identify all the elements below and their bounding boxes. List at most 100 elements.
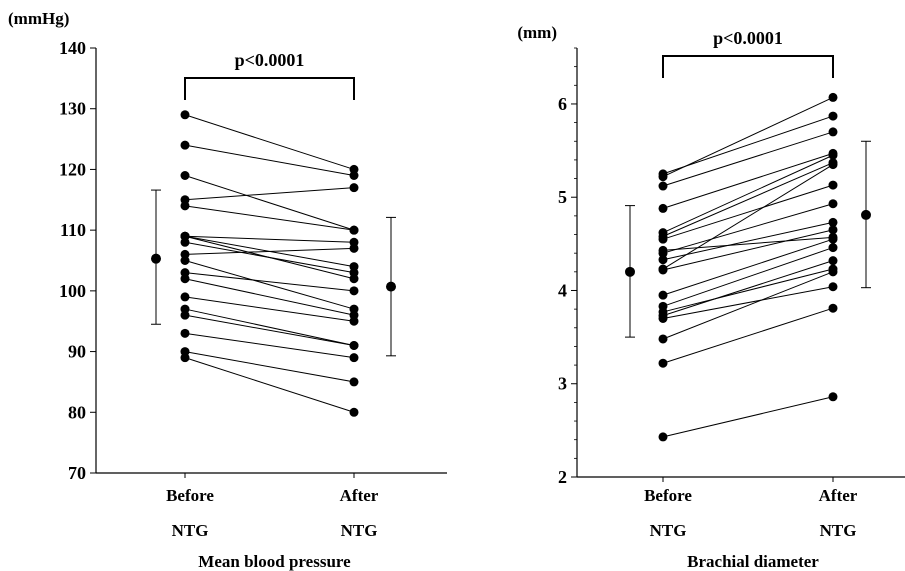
significance-bracket (184, 77, 355, 100)
pair-line (662, 307, 834, 364)
before-point (180, 328, 190, 338)
before-point (180, 237, 190, 247)
y-tick-label: 100 (59, 281, 86, 301)
pair-line (184, 187, 355, 201)
before-mean-point (151, 253, 161, 264)
before-point (658, 172, 668, 182)
before-point (180, 292, 190, 302)
before-point (180, 274, 190, 284)
pair-line (662, 268, 834, 313)
pair-line (184, 260, 355, 310)
before-point (658, 234, 668, 244)
y-tick-label: 140 (59, 38, 86, 58)
after-point (349, 225, 359, 235)
after-point (349, 268, 359, 278)
y-tick-label: 70 (68, 463, 86, 483)
after-point (828, 303, 838, 313)
chart-title: Mean blood pressure (198, 552, 351, 571)
after-point (828, 267, 838, 277)
pair-line (184, 175, 355, 231)
pair-line (184, 314, 355, 346)
pair-line (662, 286, 834, 319)
after-point (349, 171, 359, 180)
before-point (658, 248, 668, 258)
before-point (658, 181, 668, 191)
before-point (658, 358, 668, 368)
before-mean-point (625, 266, 635, 277)
x-category-sublabel: NTG (820, 521, 857, 540)
after-point (828, 111, 838, 121)
pair-line (662, 247, 834, 307)
pair-line (662, 271, 834, 340)
after-mean-point (861, 209, 871, 220)
pair-line (662, 236, 834, 251)
before-point (180, 353, 190, 363)
after-point (828, 180, 838, 190)
after-point (349, 183, 359, 193)
pair-line (184, 235, 355, 243)
x-category-label: After (819, 486, 858, 505)
after-point (828, 243, 838, 253)
before-point (658, 203, 668, 213)
after-point (349, 341, 359, 350)
pair-line (184, 144, 355, 176)
pair-line (184, 205, 355, 231)
before-point (658, 313, 668, 323)
before-point (180, 310, 190, 320)
y-tick-label: 2 (558, 467, 567, 487)
pair-line (184, 296, 355, 322)
pair-line (662, 154, 834, 234)
y-tick-label: 130 (59, 99, 86, 119)
pair-line (184, 241, 355, 274)
pair-line (662, 152, 834, 209)
y-tick-label: 6 (558, 94, 567, 114)
pair-line (184, 332, 355, 359)
before-point (658, 265, 668, 275)
pair-line (662, 229, 834, 271)
pair-line (662, 396, 834, 438)
before-point (658, 334, 668, 344)
before-point (180, 201, 190, 211)
pair-line (184, 308, 355, 346)
after-point (828, 234, 838, 244)
y-tick-label: 3 (558, 374, 567, 394)
pair-line (662, 115, 834, 175)
pair-line (184, 247, 355, 255)
before-point (180, 140, 190, 150)
pair-line (662, 203, 834, 254)
before-point (658, 290, 668, 300)
x-category-label: Before (644, 486, 692, 505)
pair-line (662, 162, 834, 237)
after-point (828, 199, 838, 209)
pair-line (184, 114, 355, 170)
y-tick-label: 4 (558, 280, 567, 300)
before-point (658, 432, 668, 442)
p-value-label: p<0.0001 (235, 50, 305, 70)
pair-line (662, 164, 834, 270)
after-point (828, 217, 838, 227)
after-point (828, 127, 838, 137)
pair-line (662, 238, 834, 296)
y-axis-label: (mm) (517, 23, 557, 42)
pair-line (184, 357, 355, 413)
x-category-sublabel: NTG (650, 521, 687, 540)
pair-line (662, 221, 834, 261)
pair-line (184, 272, 355, 292)
before-point (180, 256, 190, 265)
after-point (828, 150, 838, 160)
after-point (828, 392, 838, 402)
after-point (349, 407, 359, 417)
after-point (828, 92, 838, 102)
after-point (349, 243, 359, 253)
y-tick-label: 120 (59, 159, 86, 179)
after-point (828, 256, 838, 266)
after-point (828, 282, 838, 292)
x-category-label: Before (166, 486, 214, 505)
p-value-label: p<0.0001 (713, 28, 783, 48)
pair-line (662, 184, 834, 240)
after-point (828, 225, 838, 235)
x-category-sublabel: NTG (341, 521, 378, 540)
after-point (349, 377, 359, 387)
x-category-sublabel: NTG (172, 521, 209, 540)
